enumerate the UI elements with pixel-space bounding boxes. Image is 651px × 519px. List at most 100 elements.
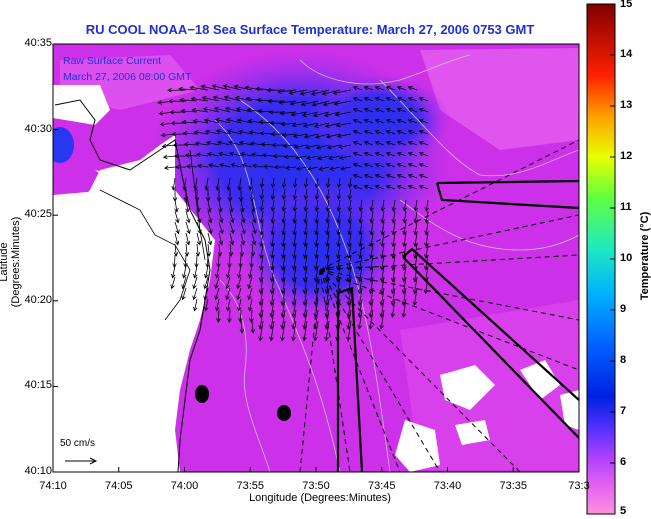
current-vector bbox=[204, 265, 209, 279]
current-vector bbox=[192, 276, 198, 290]
current-vector bbox=[299, 89, 319, 96]
current-vector bbox=[250, 243, 256, 257]
current-vector bbox=[173, 153, 187, 159]
current-vector bbox=[424, 199, 430, 212]
current-vector bbox=[228, 243, 234, 257]
current-vector bbox=[190, 96, 209, 102]
current-vector bbox=[374, 85, 385, 91]
current-vector bbox=[259, 177, 265, 189]
current-vector bbox=[347, 221, 352, 236]
current-vector bbox=[167, 88, 187, 93]
current-vector bbox=[363, 140, 374, 146]
current-vector bbox=[215, 177, 220, 191]
current-vector bbox=[321, 89, 341, 96]
current-vector bbox=[363, 107, 374, 113]
current-vector bbox=[185, 221, 191, 235]
y-tick-label: 40:35 bbox=[24, 37, 52, 49]
current-vector bbox=[358, 199, 364, 212]
current-vector bbox=[390, 298, 396, 318]
current-vector bbox=[248, 265, 253, 279]
current-vector bbox=[352, 184, 363, 190]
cloud-gap bbox=[53, 85, 110, 125]
current-vector bbox=[413, 199, 419, 212]
current-vector bbox=[258, 320, 264, 342]
current-vector bbox=[193, 130, 209, 135]
x-tick-label: 73:40 bbox=[433, 480, 462, 492]
current-vector bbox=[204, 177, 209, 191]
current-vector bbox=[407, 118, 418, 124]
current-vector bbox=[413, 221, 418, 236]
current-vector bbox=[225, 287, 231, 301]
current-vector bbox=[185, 232, 191, 246]
current-vector bbox=[303, 133, 319, 139]
current-vector bbox=[290, 111, 308, 117]
current-vector bbox=[396, 151, 407, 157]
current-vector bbox=[293, 144, 308, 149]
current-vector bbox=[237, 177, 242, 191]
current-vector bbox=[180, 108, 198, 114]
current-vector bbox=[306, 155, 319, 161]
current-vector bbox=[336, 210, 341, 224]
current-vector bbox=[385, 173, 396, 179]
current-vector bbox=[385, 85, 396, 91]
current-vector bbox=[368, 309, 374, 330]
current-vector bbox=[423, 276, 429, 295]
scale-label: 50 cm/s bbox=[60, 438, 96, 449]
current-vector bbox=[352, 173, 363, 179]
current-vector bbox=[396, 140, 407, 146]
current-vector bbox=[178, 86, 198, 92]
current-vector bbox=[334, 111, 352, 117]
current-vector bbox=[181, 119, 198, 125]
current-vector bbox=[196, 199, 201, 213]
current-vector bbox=[174, 232, 180, 246]
current-vector bbox=[336, 199, 342, 212]
current-vector bbox=[314, 221, 319, 236]
current-vector bbox=[229, 221, 235, 235]
colorbar-tick-label: 14 bbox=[620, 48, 633, 60]
current-vector bbox=[171, 177, 176, 191]
y-tick-label: 40:30 bbox=[24, 122, 52, 135]
colorbar-ticks bbox=[610, 3, 615, 515]
x-axis-label: Longitude (Degrees:Minutes) bbox=[249, 492, 391, 504]
current-vector bbox=[251, 232, 257, 246]
current-vector bbox=[214, 287, 220, 301]
current-vector bbox=[407, 107, 418, 113]
current-vector bbox=[369, 199, 375, 212]
current-vector bbox=[352, 118, 363, 124]
current-vector bbox=[292, 177, 298, 189]
current-vector bbox=[206, 243, 212, 257]
current-vector bbox=[374, 96, 385, 102]
current-vector bbox=[292, 210, 297, 224]
current-vector bbox=[314, 199, 320, 212]
current-vector bbox=[207, 210, 213, 224]
current-vector bbox=[291, 320, 297, 342]
current-vector bbox=[288, 89, 308, 95]
current-vector bbox=[369, 210, 374, 224]
current-vector bbox=[185, 164, 198, 169]
current-vector bbox=[259, 210, 264, 224]
current-vector bbox=[225, 118, 242, 124]
current-vector bbox=[347, 210, 352, 224]
x-tick-label: 73:45 bbox=[367, 480, 396, 492]
current-vector bbox=[424, 221, 429, 236]
current-vector bbox=[385, 118, 396, 124]
current-vector bbox=[385, 184, 396, 190]
current-vector bbox=[222, 84, 242, 91]
y-tick-label: 40:25 bbox=[24, 208, 52, 221]
current-vector bbox=[255, 86, 275, 92]
current-vector bbox=[257, 108, 275, 114]
current-vector bbox=[237, 129, 253, 135]
x-tick-label: 74:00 bbox=[170, 480, 199, 492]
current-vector bbox=[396, 162, 407, 168]
current-vector bbox=[289, 100, 308, 106]
current-vector bbox=[208, 163, 220, 168]
colorbar-tick-label: 7 bbox=[620, 405, 627, 417]
current-vector bbox=[249, 141, 264, 146]
current-vector bbox=[380, 210, 385, 224]
current-vector bbox=[332, 89, 352, 96]
cloud-gap bbox=[53, 190, 130, 245]
current-vector bbox=[302, 122, 319, 128]
current-vector bbox=[352, 151, 363, 157]
current-vector bbox=[314, 188, 320, 201]
cloud-gap bbox=[520, 360, 560, 400]
